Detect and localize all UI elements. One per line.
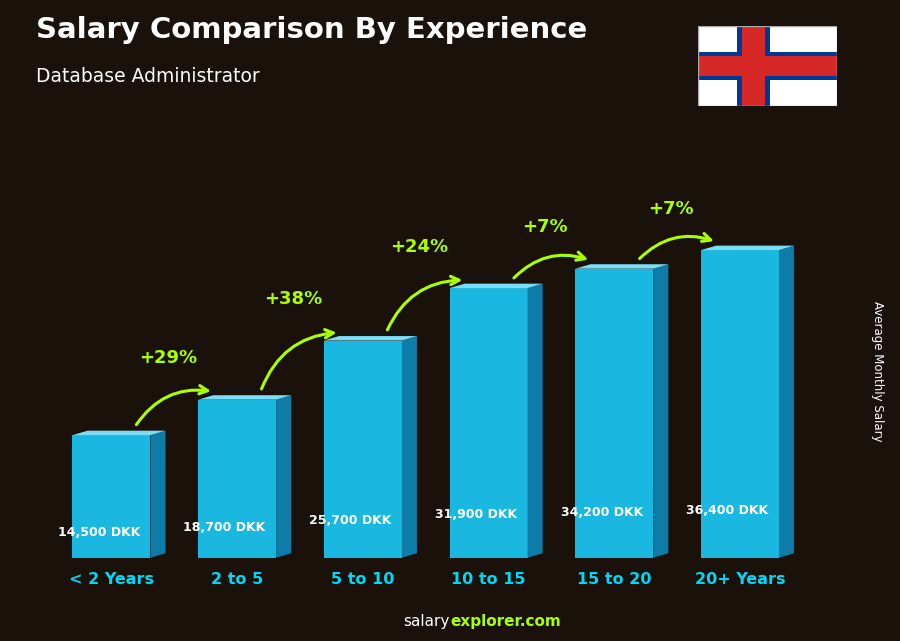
Polygon shape xyxy=(150,431,166,558)
Polygon shape xyxy=(653,264,669,558)
Text: 36,400 DKK: 36,400 DKK xyxy=(687,504,769,517)
Text: 14,500 DKK: 14,500 DKK xyxy=(58,526,140,538)
Bar xyxy=(698,52,837,79)
Text: +7%: +7% xyxy=(522,219,568,237)
Polygon shape xyxy=(779,246,794,558)
Polygon shape xyxy=(701,246,794,250)
Polygon shape xyxy=(450,284,543,288)
Text: +7%: +7% xyxy=(648,200,694,218)
Polygon shape xyxy=(575,264,669,269)
Text: explorer.com: explorer.com xyxy=(450,615,561,629)
Text: 31,900 DKK: 31,900 DKK xyxy=(435,508,518,521)
Text: Average Monthly Salary: Average Monthly Salary xyxy=(871,301,884,442)
Polygon shape xyxy=(198,395,292,400)
Polygon shape xyxy=(401,336,417,558)
Text: Database Administrator: Database Administrator xyxy=(36,67,260,87)
Bar xyxy=(198,400,276,558)
Text: Salary Comparison By Experience: Salary Comparison By Experience xyxy=(36,16,587,44)
Bar xyxy=(701,250,779,558)
Bar xyxy=(73,435,150,558)
Bar xyxy=(324,340,401,558)
Text: 25,700 DKK: 25,700 DKK xyxy=(309,514,392,528)
Text: salary: salary xyxy=(403,615,450,629)
Bar xyxy=(737,26,769,106)
Text: +24%: +24% xyxy=(391,238,448,256)
Polygon shape xyxy=(324,336,417,340)
Bar xyxy=(742,26,765,106)
Bar xyxy=(450,288,527,558)
Text: +29%: +29% xyxy=(139,349,197,367)
Polygon shape xyxy=(527,284,543,558)
Text: 18,700 DKK: 18,700 DKK xyxy=(184,522,266,535)
Text: 34,200 DKK: 34,200 DKK xyxy=(561,506,643,519)
Polygon shape xyxy=(73,431,166,435)
Text: +38%: +38% xyxy=(265,290,323,308)
Bar xyxy=(698,56,837,76)
Polygon shape xyxy=(276,395,292,558)
Bar xyxy=(575,269,653,558)
